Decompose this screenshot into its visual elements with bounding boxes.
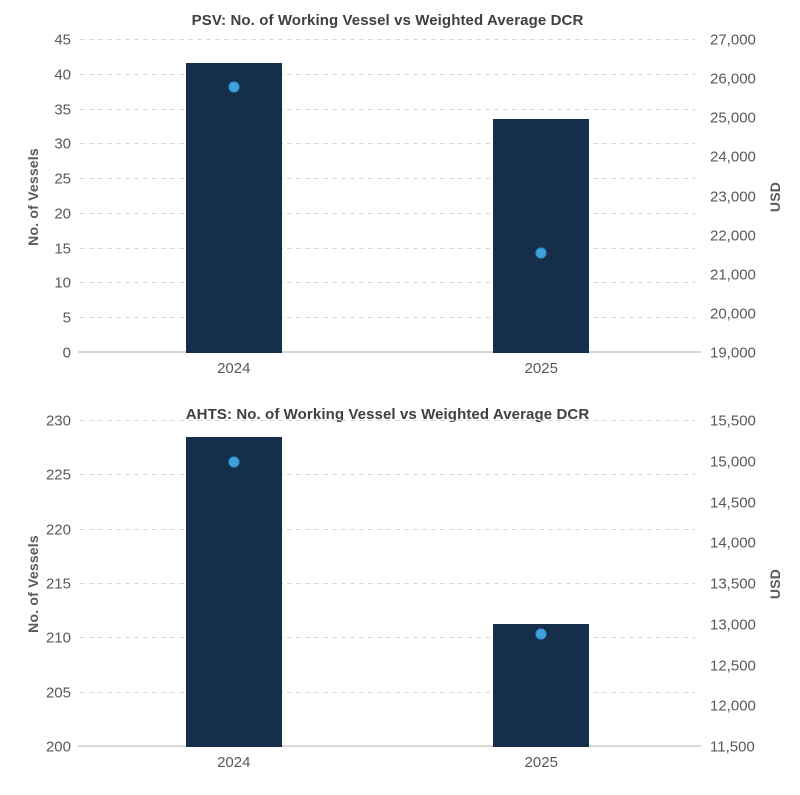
ahts-right-axis-title: USD bbox=[767, 568, 783, 600]
right-axis-tick-label: 21,000 bbox=[710, 266, 756, 284]
psv-right-axis-title: USD bbox=[767, 181, 783, 212]
x-axis-line bbox=[78, 351, 701, 353]
gridline bbox=[80, 212, 695, 214]
left-axis-tick-label: 0 bbox=[62, 344, 71, 362]
left-axis-tick-label: 25 bbox=[54, 170, 71, 188]
left-axis-tick-label: 215 bbox=[45, 575, 71, 593]
gridline bbox=[80, 39, 695, 40]
psv-plot-area: No. of Vessels USD 45 40 35 30 25 20 15 10 5 0 27,… bbox=[25, 33, 783, 378]
right-axis-tick-label: 15,500 bbox=[710, 412, 756, 430]
right-axis-tick-label: 25,000 bbox=[710, 109, 756, 127]
right-axis-tick-label: 23,000 bbox=[710, 188, 756, 205]
x-axis-label-2025: 2025 bbox=[524, 360, 558, 377]
dcr-point-2025 bbox=[535, 628, 547, 640]
x-axis-label-2024: 2024 bbox=[217, 360, 251, 377]
left-axis-tick-label: 30 bbox=[54, 135, 71, 153]
ahts-chart: AHTS: No. of Working Vessel vs Weighted … bbox=[0, 390, 800, 795]
right-axis-tick-label: 13,000 bbox=[710, 616, 756, 634]
right-axis-tick-label: 11,500 bbox=[710, 738, 755, 756]
dcr-point-2025 bbox=[535, 247, 547, 259]
vessel-count-bar-2024 bbox=[185, 437, 282, 747]
x-axis-label-2025: 2025 bbox=[524, 754, 558, 771]
right-axis-tick-label: 15,000 bbox=[710, 453, 756, 471]
right-axis-tick-label: 14,000 bbox=[710, 534, 756, 552]
gridline bbox=[80, 178, 695, 180]
dcr-point-2024 bbox=[228, 81, 240, 93]
gridline bbox=[80, 583, 695, 584]
x-axis-line bbox=[78, 745, 701, 747]
left-axis-tick-label: 45 bbox=[54, 31, 71, 49]
right-axis-tick-label: 20,000 bbox=[710, 305, 756, 323]
vessel-count-bar-2025 bbox=[493, 624, 590, 747]
psv-chart-title: PSV: No. of Working Vessel vs Weighted A… bbox=[191, 12, 584, 29]
right-axis-tick-label: 12,000 bbox=[710, 697, 756, 715]
gridline bbox=[80, 108, 695, 110]
gridline bbox=[80, 420, 695, 421]
left-axis-tick-label: 5 bbox=[62, 309, 71, 327]
gridline bbox=[80, 143, 695, 145]
gridline bbox=[80, 73, 695, 75]
ahts-plot-area: No. of Vessels USD 230 225 220 215 210 205 200… bbox=[25, 414, 783, 772]
right-axis-tick-label: 19,000 bbox=[710, 344, 756, 362]
gridline bbox=[80, 317, 695, 319]
right-axis-tick-label: 26,000 bbox=[710, 70, 756, 88]
ahts-left-axis-title: No. of Vessels bbox=[25, 535, 41, 633]
left-axis-tick-label: 220 bbox=[45, 521, 71, 539]
vessel-count-bar-2024 bbox=[185, 62, 282, 353]
dcr-point-2024 bbox=[228, 456, 240, 468]
right-axis-tick-label: 12,500 bbox=[710, 657, 756, 674]
right-axis-tick-label: 13,500 bbox=[710, 575, 756, 593]
left-axis-tick-label: 210 bbox=[45, 629, 71, 647]
left-axis-tick-label: 15 bbox=[54, 240, 71, 258]
right-axis-tick-label: 24,000 bbox=[710, 148, 756, 166]
ahts-chart-title: AHTS: No. of Working Vessel vs Weighted … bbox=[185, 406, 590, 423]
left-axis-tick-label: 20 bbox=[54, 205, 71, 223]
right-axis-tick-label: 14,500 bbox=[710, 494, 756, 511]
gridline bbox=[80, 637, 695, 639]
right-axis-tick-label: 22,000 bbox=[710, 227, 756, 245]
psv-chart: PSV: No. of Working Vessel vs Weighted A… bbox=[0, 0, 800, 390]
left-axis-tick-label: 200 bbox=[45, 738, 71, 756]
gridline bbox=[80, 474, 695, 476]
left-axis-tick-label: 40 bbox=[54, 66, 71, 84]
psv-left-axis-title: No. of Vessels bbox=[25, 147, 41, 246]
x-axis-label-2024: 2024 bbox=[217, 754, 251, 771]
left-axis-tick-label: 225 bbox=[45, 466, 71, 484]
left-axis-tick-label: 10 bbox=[54, 274, 71, 292]
gridline bbox=[80, 528, 695, 530]
gridline bbox=[80, 691, 695, 693]
left-axis-tick-label: 230 bbox=[45, 412, 71, 430]
left-axis-tick-label: 35 bbox=[54, 101, 71, 119]
vessel-count-bar-2025 bbox=[493, 119, 590, 353]
gridline bbox=[80, 282, 695, 284]
right-axis-tick-label: 27,000 bbox=[710, 31, 756, 49]
gridline bbox=[80, 247, 695, 249]
left-axis-tick-label: 205 bbox=[45, 684, 71, 702]
